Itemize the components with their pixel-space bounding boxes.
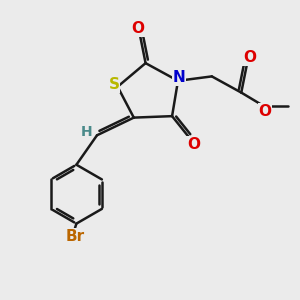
Text: S: S — [109, 77, 120, 92]
Text: O: O — [132, 21, 145, 36]
Text: H: H — [81, 125, 92, 139]
Text: O: O — [187, 136, 200, 152]
Text: N: N — [173, 70, 185, 85]
Text: O: O — [258, 104, 271, 119]
Text: O: O — [243, 50, 256, 65]
Text: Br: Br — [65, 229, 85, 244]
